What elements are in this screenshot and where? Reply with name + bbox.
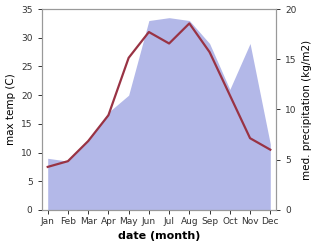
Y-axis label: med. precipitation (kg/m2): med. precipitation (kg/m2) — [302, 40, 313, 180]
Y-axis label: max temp (C): max temp (C) — [5, 74, 16, 145]
X-axis label: date (month): date (month) — [118, 231, 200, 242]
